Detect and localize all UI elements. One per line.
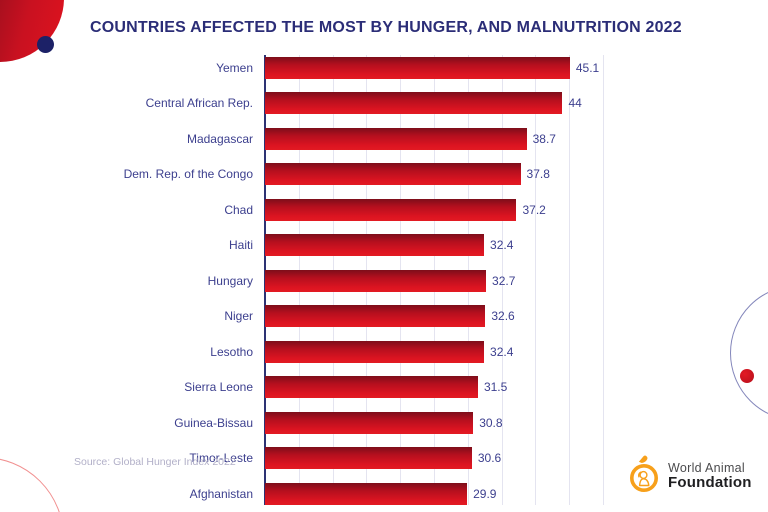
gridline-35 [501,55,503,505]
value-label: 32.7 [492,273,516,288]
logo-name-line2: Foundation [668,474,752,492]
country-label: Timor-Leste [189,451,253,465]
country-label: Hungary [207,273,253,288]
value-label: 32.6 [491,309,515,323]
value-label: 37.8 [526,167,550,181]
value-label: 32.4 [490,238,514,252]
bar [265,482,468,505]
bar [265,198,517,221]
country-label: Yemen [216,60,253,75]
source-note: Source: Global Hunger Index 2022 [74,456,236,468]
world-animal-foundation-logo: World Animal Foundation [628,453,752,500]
country-label: Madagascar [186,131,253,146]
value-label: 31.5 [483,380,508,394]
country-label: Dem. Rep. of the Congo [123,167,253,181]
gridline-50 [603,55,604,505]
gridline-40 [535,55,537,505]
bar [265,127,527,150]
value-label: 37.2 [522,202,546,217]
value-label: 45.1 [575,60,600,75]
gridline-45 [569,55,571,505]
decor-navy-dot-icon [37,36,54,53]
value-label: 38.7 [532,131,556,146]
bar [265,163,521,185]
value-label: 30.8 [479,415,503,430]
country-label: Chad [224,202,253,217]
bar [265,305,486,327]
bar [265,269,487,292]
value-label: 29.9 [473,486,497,501]
logo-text: World Animal Foundation [668,461,752,492]
value-label: 44 [568,96,582,110]
logo-name-line1: World Animal [668,461,746,476]
dog-bird-logo-icon [628,453,662,500]
country-label: Lesotho [210,344,253,359]
value-label: 32.4 [490,344,514,359]
country-label: Afghanistan [189,486,253,501]
bar [265,447,472,469]
bar [265,411,474,434]
bar [265,340,485,363]
page-title: COUNTRIES AFFECTED THE MOST BY HUNGER, A… [90,19,682,36]
country-label: Haiti [228,238,253,252]
value-label: 30.6 [477,451,502,465]
bar [265,234,485,256]
country-label: Guinea-Bissau [174,415,253,430]
bar [265,376,478,398]
country-label: Sierra Leone [184,380,253,394]
bar [265,92,563,114]
bar [265,56,570,79]
country-label: Niger [224,309,253,323]
decor-red-dot-icon [740,369,754,383]
country-label: Central African Rep. [145,96,253,110]
